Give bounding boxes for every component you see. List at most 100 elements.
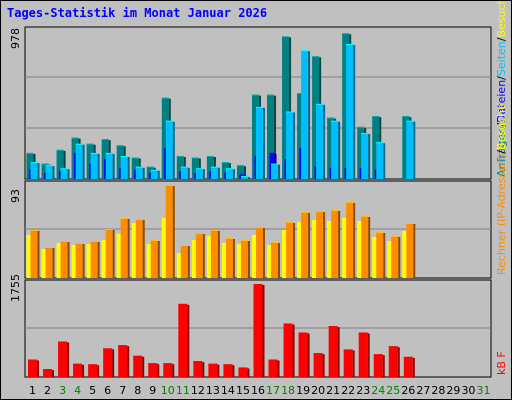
bar-seiten-day15-highlight — [240, 175, 248, 177]
bar-seiten-day26-shadow — [413, 121, 416, 179]
bar-kbf-day17 — [268, 359, 280, 377]
bar-anfragen-day2-body — [41, 163, 49, 179]
bar-kbf-day17-body — [268, 359, 278, 377]
x-tick-label-18: 18 — [281, 384, 295, 397]
bar-rechner-day26-highlight — [406, 223, 414, 224]
bar-dateien-day15-highlight — [239, 174, 245, 176]
bar-seiten-day21-shadow — [338, 121, 341, 179]
bar-besuche-day1-body — [26, 235, 34, 278]
bar-seiten-day22-shadow — [353, 45, 356, 180]
bar-anfragen-day14-highlight — [221, 162, 229, 164]
bar-rechner-day21-body — [331, 210, 339, 278]
bar-anfragen-day8-highlight — [131, 157, 139, 159]
bar-seiten-day5-body — [90, 152, 98, 179]
bar-seiten-day19-highlight — [301, 50, 309, 52]
x-tick-label-11: 11 — [176, 384, 190, 397]
bar-seiten-day14-body — [225, 168, 233, 179]
bar-rechner-day14-body — [225, 238, 233, 278]
legend-top-part-5: / — [495, 37, 508, 41]
bar-kbf-day4-body — [73, 363, 83, 377]
bar-rechner-day6 — [105, 229, 115, 278]
bar-besuche-day24-highlight — [372, 237, 380, 238]
bar-rechner-day24-body — [376, 232, 384, 278]
bar-besuche-day4-highlight — [71, 245, 79, 246]
bar-kbf-day5 — [88, 364, 100, 377]
bar-besuche-day14-highlight — [221, 243, 229, 244]
bar-seiten-day3-highlight — [60, 168, 68, 170]
bar-kbf-day19-body — [298, 332, 308, 377]
bar-rechner-day17-body — [271, 242, 279, 278]
bar-anfragen-day11-body — [176, 155, 184, 179]
bar-anfragen-day24-highlight — [372, 116, 380, 118]
bar-rechner-day12-shadow — [202, 234, 205, 278]
bar-rechner-day14 — [225, 238, 235, 278]
bar-anfragen-day3-body — [56, 149, 64, 179]
legend-top: Anfragen/Dateien/Seiten/Besuche — [495, 1, 508, 177]
bar-seiten-day21 — [331, 120, 341, 179]
legend-bottom-part-0: kB F — [495, 351, 508, 375]
bar-seiten-day10 — [165, 120, 175, 179]
bar-rechner-day4-highlight — [75, 243, 83, 244]
bar-kbf-day12 — [193, 361, 205, 377]
bar-anfragen-day3-highlight — [56, 149, 64, 151]
bar-kbf-day7 — [118, 345, 130, 377]
bar-kbf-day9-body — [148, 363, 158, 377]
bar-besuche-day22-highlight — [342, 218, 350, 219]
bar-rechner-day4-shadow — [82, 244, 85, 278]
bar-seiten-day12 — [195, 168, 205, 179]
bar-besuche-day13-highlight — [206, 236, 214, 237]
bar-rechner-day22-highlight — [346, 202, 354, 203]
x-tick-label-22: 22 — [341, 384, 355, 397]
bar-seiten-day15-shadow — [247, 176, 250, 179]
bar-anfragen-day21-highlight — [327, 117, 335, 119]
bar-rechner-day13-highlight — [210, 230, 218, 231]
bar-kbf-day20 — [313, 353, 325, 377]
bar-rechner-day20 — [316, 211, 326, 278]
bar-seiten-day12-shadow — [202, 169, 205, 179]
bar-rechner-day23-body — [361, 216, 369, 278]
x-tick-label-4: 4 — [74, 384, 81, 397]
bar-kbf-day17-highlight — [268, 359, 278, 361]
bar-rechner-day15-body — [240, 240, 248, 278]
bar-rechner-day6-body — [105, 229, 113, 278]
bar-anfragen-day12-body — [191, 157, 199, 179]
bar-seiten-day16 — [255, 106, 265, 179]
bar-besuche-day21-highlight — [327, 221, 335, 222]
x-tick-label-12: 12 — [191, 384, 205, 397]
bar-rechner-day3-shadow — [67, 242, 70, 278]
bar-besuche-day8-body — [131, 223, 139, 278]
bar-anfragen-day15-highlight — [236, 165, 244, 167]
bar-besuche-day19-highlight — [297, 222, 305, 223]
bar-kbf-day3 — [58, 341, 70, 377]
bar-anfragen-day19-body — [297, 93, 305, 179]
x-tick-label-28: 28 — [431, 384, 445, 397]
bar-seiten-day14-shadow — [232, 169, 235, 179]
bar-kbf-day23-body — [358, 332, 368, 377]
bar-rechner-day3-highlight — [60, 241, 68, 242]
bar-kbf-day21-body — [328, 326, 338, 377]
bar-rechner-day10 — [165, 185, 175, 278]
bar-anfragen-day19-highlight — [297, 93, 305, 95]
bar-kbf-day8-body — [133, 355, 143, 377]
bar-besuche-day6-highlight — [101, 240, 109, 241]
bar-rechner-day11 — [180, 245, 190, 278]
bar-rechner-day14-shadow — [232, 239, 235, 278]
bar-rechner-day11-highlight — [180, 245, 188, 246]
bar-kbf-day23-highlight — [358, 332, 368, 334]
bar-rechner-day24-highlight — [376, 232, 384, 233]
bar-kbf-day7-shadow — [127, 346, 130, 377]
bar-rechner-day12 — [195, 233, 205, 278]
bar-rechner-day13-body — [210, 230, 218, 278]
bar-seiten-day6-shadow — [112, 153, 115, 179]
bar-rechner-day14-highlight — [225, 238, 233, 239]
bar-rechner-day16-shadow — [262, 228, 265, 278]
x-tick-label-23: 23 — [356, 384, 370, 397]
bar-rechner-day18-shadow — [293, 223, 296, 278]
bar-kbf-day2 — [43, 369, 55, 377]
bar-rechner-day15 — [240, 240, 250, 278]
bar-kbf-day26 — [403, 356, 415, 377]
bar-kbf-day15-highlight — [238, 367, 248, 369]
bar-anfragen-day10-body — [161, 97, 169, 179]
bar-kbf-day10-highlight — [163, 363, 173, 365]
